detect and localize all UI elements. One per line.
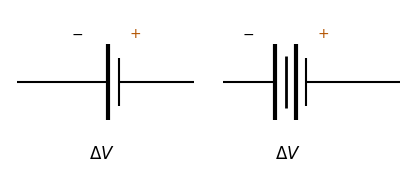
Text: $+$: $+$ [129, 27, 142, 41]
Text: $-$: $-$ [71, 27, 83, 41]
Text: $\Delta V$: $\Delta V$ [275, 145, 301, 163]
Text: $\Delta V$: $\Delta V$ [89, 145, 115, 163]
Text: $-$: $-$ [242, 27, 254, 41]
Text: $+$: $+$ [317, 27, 329, 41]
